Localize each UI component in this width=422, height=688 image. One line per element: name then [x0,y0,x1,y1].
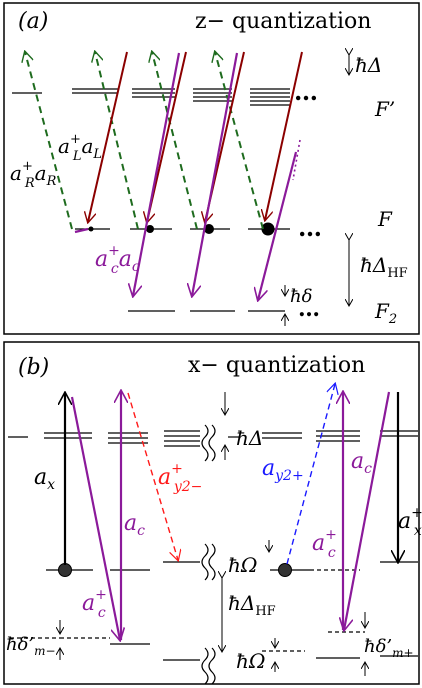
population-dot [146,225,154,233]
label-delta-m-minus: ħδ’m− [6,634,56,658]
label-hbar-omega-top: ħΩ [228,553,257,577]
panel-b-tag: (b) [18,355,49,380]
axis-break-symbol [201,424,216,685]
dots-F: … [298,213,322,242]
label-ac-plus-right: a+ c [312,527,337,561]
label-F2: F2 [374,299,397,327]
population-dot [58,563,72,577]
label-ay2-plus: ay2+ [262,456,304,484]
arrow-ay2-minus [127,392,178,560]
arrow-ac-left [70,396,120,640]
arrow-ay2-plus [286,384,335,565]
label-Fprime: F’ [374,97,395,121]
label-aR-aR: a+ RaR [10,159,57,191]
levels-upper-b [8,430,418,447]
label-ax-plus-right: a+ x [398,505,422,539]
label-hbar-delta-a: ħΔ [355,53,382,77]
label-F: F [377,207,393,231]
label-ax: ax [34,465,55,493]
population-dot [204,224,214,234]
label-ac-plus-left: a+ c [82,587,107,621]
levels-Fprime [12,88,290,106]
label-delta-m-plus: ħδ’m+ [364,636,414,660]
arrow-ac-right [344,391,391,630]
levels-lower-b [10,631,418,661]
panel-a-tag: (a) [18,9,48,34]
label-ac-right: ac [351,449,372,477]
population-dot [261,222,275,236]
population-dot [278,563,292,577]
label-hbar-small-delta: ħδ [290,286,312,307]
label-hbar-delta-hf-a: ħΔHF [360,253,408,281]
label-ac-ac: a+ cac [95,243,140,277]
population-dot [88,226,94,232]
arrows-aR [25,52,264,230]
label-aL-aL: a+ LaL [58,132,102,164]
label-hbar-omega-bot: ħΩ [236,649,265,673]
panel-b-title: x− quantization [188,353,365,378]
panel-b-frame [3,341,420,685]
dots-F2: … [298,296,320,322]
label-ac-left: ac [124,511,145,539]
label-ay2-minus: a+ y2− [158,461,202,495]
panel-a-title: z− quantization [195,9,371,34]
arrow-aL-dotted [292,139,301,181]
dots-Fprime: … [294,77,318,106]
label-hbar-delta-hf-b: ħΔHF [228,591,276,619]
panel-a-frame [3,2,420,335]
label-hbar-delta-b: ħΔ [236,426,263,450]
arrows-ac [74,52,298,300]
arrows-aL [88,51,303,222]
